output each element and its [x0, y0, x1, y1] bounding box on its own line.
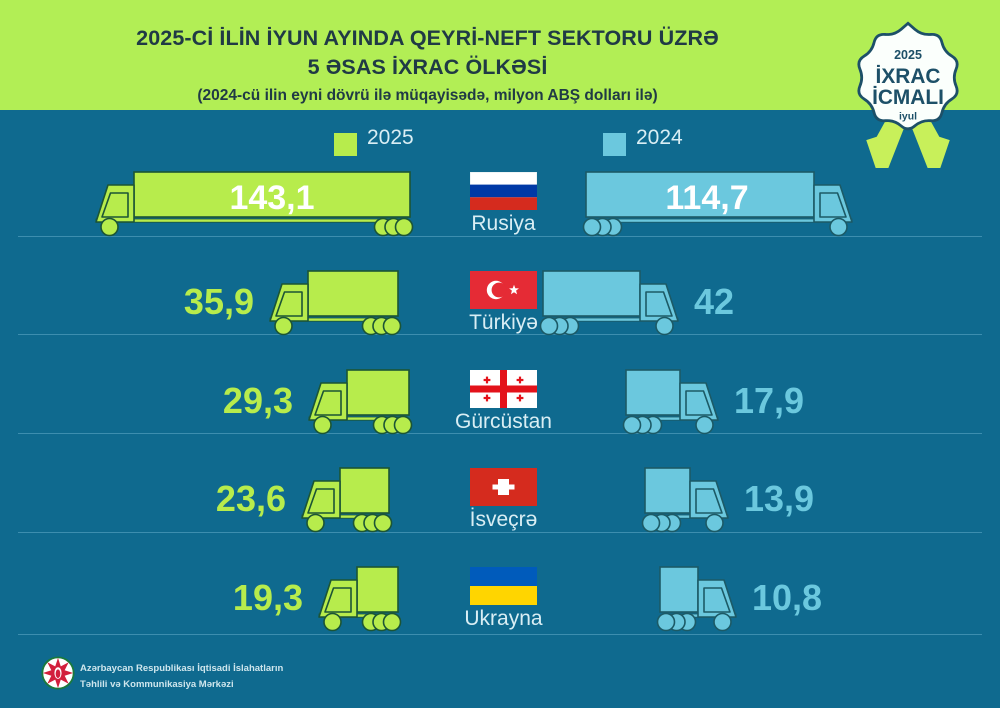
svg-text:İXRAC: İXRAC [876, 65, 941, 88]
svg-text:İCMALI: İCMALI [872, 86, 944, 109]
svg-text:2025: 2025 [894, 48, 922, 62]
svg-text:iyul: iyul [899, 111, 917, 122]
